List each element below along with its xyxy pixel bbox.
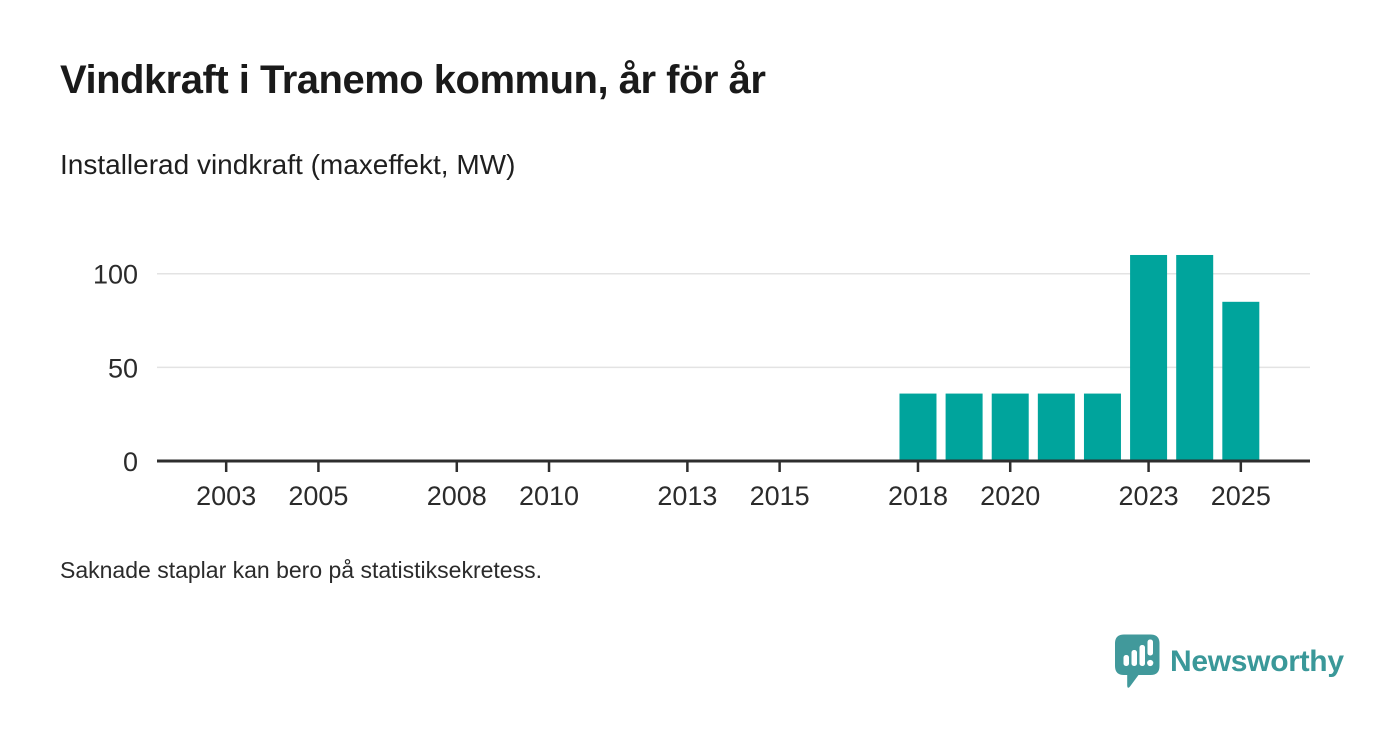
y-tick-label-0: 0 (123, 447, 138, 477)
x-tick-label-2018: 2018 (888, 481, 948, 511)
logo-exclamation-stem (1147, 639, 1153, 656)
chart-subtitle: Installerad vindkraft (maxeffekt, MW) (60, 149, 516, 180)
brand-name: Newsworthy (1170, 644, 1344, 678)
x-tick-label-2025: 2025 (1211, 481, 1271, 511)
bar-chart: 2003 2005 2008 2010 2013 2015 2018 2020 2023 2025… (93, 254, 1310, 511)
x-tick-label-2023: 2023 (1119, 481, 1179, 511)
x-tick-label-2005: 2005 (288, 481, 348, 511)
bar-2018 (899, 393, 937, 461)
bar-2024 (1176, 254, 1214, 461)
brand-lockup: Newsworthy (1114, 634, 1344, 689)
bar-2022 (1083, 393, 1121, 461)
bar-2021 (1037, 393, 1075, 461)
bar-2025 (1222, 301, 1260, 461)
x-tick-label-2003: 2003 (196, 481, 256, 511)
bar-2023 (1130, 254, 1168, 461)
logo-bar-1 (1123, 655, 1129, 666)
x-tick-label-2008: 2008 (427, 481, 487, 511)
logo-bar-2 (1131, 650, 1137, 666)
bar-2019 (945, 393, 983, 461)
bar-2020 (991, 393, 1029, 461)
x-tick-label-2013: 2013 (657, 481, 717, 511)
x-tick-label-2010: 2010 (519, 481, 579, 511)
logo-exclamation-dot (1147, 659, 1154, 667)
x-tick-label-2020: 2020 (980, 481, 1040, 511)
y-tick-label-50: 50 (108, 353, 138, 383)
x-tick-label-2015: 2015 (750, 481, 810, 511)
logo-bar-3 (1139, 645, 1145, 666)
chart-title: Vindkraft i Tranemo kommun, år för år (60, 58, 766, 102)
y-tick-label-100: 100 (93, 260, 138, 290)
chart-footnote: Saknade staplar kan bero på statistiksek… (60, 557, 542, 583)
newsworthy-speech-bubble-chart-icon (1115, 634, 1160, 688)
